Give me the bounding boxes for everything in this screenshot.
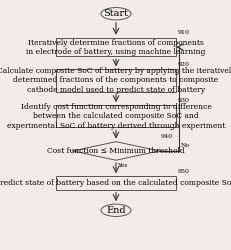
FancyBboxPatch shape: [56, 105, 175, 128]
Text: 910: 910: [177, 30, 189, 36]
Text: Yes: Yes: [116, 162, 127, 168]
Text: Predict state of battery based on the calculated composite SoC: Predict state of battery based on the ca…: [0, 179, 231, 187]
Polygon shape: [72, 142, 159, 160]
Text: Identify cost function corresponding to difference
between the calculated compos: Identify cost function corresponding to …: [7, 103, 224, 130]
Ellipse shape: [100, 8, 131, 20]
Text: 920: 920: [177, 62, 189, 67]
Text: 930: 930: [177, 98, 189, 103]
Text: No: No: [180, 144, 189, 148]
FancyBboxPatch shape: [56, 69, 175, 92]
Text: Iteratively determine fractions of components
in electrode of battery, using mac: Iteratively determine fractions of compo…: [26, 38, 205, 56]
Text: End: End: [106, 206, 125, 215]
Text: 950: 950: [177, 169, 189, 174]
Text: Calculate composite SoC of battery by applying the iteratively
determined fracti: Calculate composite SoC of battery by ap…: [0, 67, 231, 94]
FancyBboxPatch shape: [56, 176, 175, 190]
Text: 940: 940: [160, 134, 172, 139]
Ellipse shape: [100, 204, 131, 216]
Text: Start: Start: [103, 9, 128, 18]
FancyBboxPatch shape: [56, 38, 175, 56]
Text: Cost function ≤ Minimum threshold: Cost function ≤ Minimum threshold: [47, 147, 184, 155]
